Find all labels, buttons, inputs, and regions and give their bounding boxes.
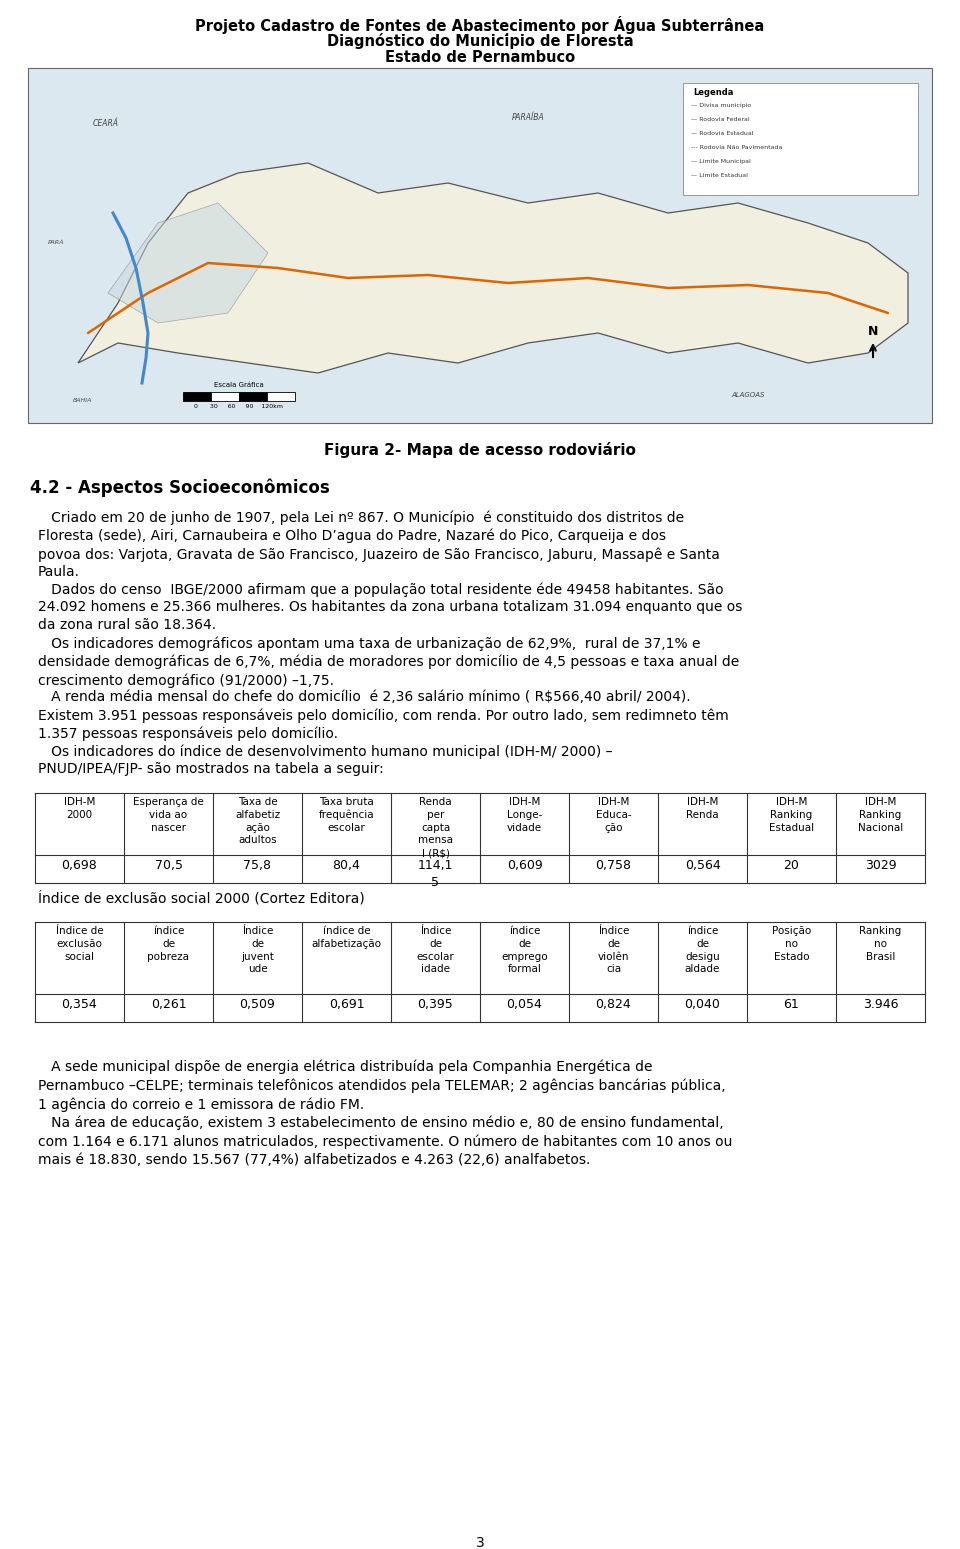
Text: 0,609: 0,609 (507, 860, 542, 872)
Text: 0,354: 0,354 (61, 998, 97, 1011)
Text: índice
de
desigu
aldade: índice de desigu aldade (684, 926, 720, 974)
Text: 0,509: 0,509 (240, 998, 276, 1011)
Text: Projeto Cadastro de Fontes de Abastecimento por Água Subterrânea: Projeto Cadastro de Fontes de Abastecime… (196, 15, 764, 34)
Text: Na área de educação, existem 3 estabelecimento de ensino médio e, 80 de ensino f: Na área de educação, existem 3 estabelec… (38, 1115, 732, 1166)
Bar (267, 392, 295, 401)
Text: 20: 20 (783, 860, 800, 872)
Text: 61: 61 (783, 998, 800, 1011)
Bar (211, 392, 239, 401)
Text: 0,564: 0,564 (684, 860, 720, 872)
Text: 70,5: 70,5 (155, 860, 182, 872)
Text: Esperança de
vida ao
nascer: Esperança de vida ao nascer (133, 798, 204, 833)
Text: IDH-M
Ranking
Nacional: IDH-M Ranking Nacional (858, 798, 903, 833)
Text: índice de
alfabetização: índice de alfabetização (311, 926, 381, 950)
Text: 0,698: 0,698 (61, 860, 97, 872)
Text: IDH-M
Educa-
ção: IDH-M Educa- ção (596, 798, 632, 833)
Text: Índice
de
violên
cia: Índice de violên cia (598, 926, 629, 974)
Text: IDH-M
Ranking
Estadual: IDH-M Ranking Estadual (769, 798, 814, 833)
Text: A renda média mensal do chefe do domicílio  é 2,36 salário mínimo ( R$566,40 abr: A renda média mensal do chefe do domicíl… (38, 689, 729, 740)
Text: IDH-M
2000: IDH-M 2000 (63, 798, 95, 819)
Text: 114,1
5: 114,1 5 (418, 860, 453, 889)
Text: 0,691: 0,691 (328, 998, 364, 1011)
Text: Taxa bruta
frequência
escolar: Taxa bruta frequência escolar (319, 798, 374, 833)
Text: 0,054: 0,054 (507, 998, 542, 1011)
Text: 3: 3 (475, 1537, 485, 1549)
Polygon shape (108, 203, 268, 324)
Text: Escala Gráfica: Escala Gráfica (214, 383, 264, 387)
Text: — Limite Municipal: — Limite Municipal (691, 160, 751, 164)
Text: CEARÁ: CEARÁ (93, 119, 119, 127)
Text: Figura 2- Mapa de acesso rodoviário: Figura 2- Mapa de acesso rodoviário (324, 441, 636, 459)
Text: IDH-M
Longe-
vidade: IDH-M Longe- vidade (507, 798, 542, 833)
Text: Ranking
no
Brasil: Ranking no Brasil (859, 926, 901, 962)
Text: Dados do censo  IBGE/2000 afirmam que a população total residente éde 49458 habi: Dados do censo IBGE/2000 afirmam que a p… (38, 582, 742, 632)
Text: 3.946: 3.946 (863, 998, 899, 1011)
Text: A sede municipal dispõe de energia elétrica distribuída pela Companhia Energétic: A sede municipal dispõe de energia elétr… (38, 1060, 726, 1112)
Text: 0      30     60     90    120km: 0 30 60 90 120km (195, 404, 283, 409)
Text: Diagnóstico do Município de Floresta: Diagnóstico do Município de Floresta (326, 33, 634, 50)
Text: 3029: 3029 (865, 860, 897, 872)
Text: 0,040: 0,040 (684, 998, 720, 1011)
Bar (239, 392, 267, 401)
Text: Índice
de
juvent
ude: Índice de juvent ude (241, 926, 274, 974)
Text: Índice
de
escolar
idade: Índice de escolar idade (417, 926, 454, 974)
Text: Índice de
exclusão
social: Índice de exclusão social (56, 926, 104, 962)
Text: Estado de Pernambuco: Estado de Pernambuco (385, 50, 575, 65)
Text: PARAÍBA: PARAÍBA (512, 113, 544, 122)
Bar (683, 84, 918, 195)
Text: N: N (868, 325, 878, 338)
Text: Legenda: Legenda (693, 88, 733, 98)
Text: Posição
no
Estado: Posição no Estado (772, 926, 811, 962)
Text: 0,758: 0,758 (595, 860, 632, 872)
Text: índice
de
pobreza: índice de pobreza (148, 926, 189, 962)
Text: — Limite Estadual: — Limite Estadual (691, 173, 748, 178)
Text: 0,261: 0,261 (151, 998, 186, 1011)
Text: 0,824: 0,824 (595, 998, 632, 1011)
Text: Os indicadores demográficos apontam uma taxa de urbanização de 62,9%,  rural de : Os indicadores demográficos apontam uma … (38, 637, 739, 688)
Polygon shape (78, 163, 908, 373)
Text: Os indicadores do índice de desenvolvimento humano municipal (IDH-M/ 2000) –
PNU: Os indicadores do índice de desenvolvime… (38, 744, 612, 776)
Text: 80,4: 80,4 (332, 860, 360, 872)
Text: Renda
per
capta
mensa
l (R$): Renda per capta mensa l (R$) (418, 798, 453, 858)
Bar (28, 68, 932, 423)
Text: PARÁ: PARÁ (48, 240, 64, 245)
Text: Índice de exclusão social 2000 (Cortez Editora): Índice de exclusão social 2000 (Cortez E… (38, 891, 365, 906)
Text: ALAGOAS: ALAGOAS (732, 392, 765, 398)
Text: 75,8: 75,8 (244, 860, 272, 872)
Bar (183, 392, 211, 401)
Text: IDH-M
Renda: IDH-M Renda (686, 798, 719, 819)
Text: BAHIA: BAHIA (73, 398, 93, 403)
Text: — Rodovia Federal: — Rodovia Federal (691, 118, 750, 122)
Text: — Divisa município: — Divisa município (691, 102, 752, 108)
Text: índice
de
emprego
formal: índice de emprego formal (501, 926, 548, 974)
Text: Taxa de
alfabetiz
ação
adultos: Taxa de alfabetiz ação adultos (235, 798, 280, 846)
Text: --- Rodovia Não Pavimentada: --- Rodovia Não Pavimentada (691, 146, 782, 150)
Text: 4.2 - Aspectos Socioeconômicos: 4.2 - Aspectos Socioeconômicos (30, 479, 329, 497)
Text: Criado em 20 de junho de 1907, pela Lei nº 867. O Município  é constituido dos d: Criado em 20 de junho de 1907, pela Lei … (38, 510, 720, 579)
Text: — Rodovia Estadual: — Rodovia Estadual (691, 132, 754, 136)
Text: 0,395: 0,395 (418, 998, 453, 1011)
